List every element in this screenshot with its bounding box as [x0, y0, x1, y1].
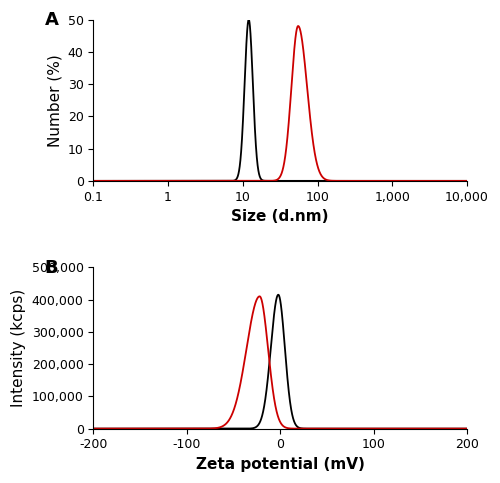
Y-axis label: Number (%): Number (%): [47, 54, 62, 146]
X-axis label: Zeta potential (mV): Zeta potential (mV): [196, 457, 364, 472]
Text: A: A: [45, 12, 59, 29]
Y-axis label: Intensity (kcps): Intensity (kcps): [11, 289, 26, 407]
Text: B: B: [45, 259, 59, 277]
X-axis label: Size (d.nm): Size (d.nm): [232, 209, 329, 224]
